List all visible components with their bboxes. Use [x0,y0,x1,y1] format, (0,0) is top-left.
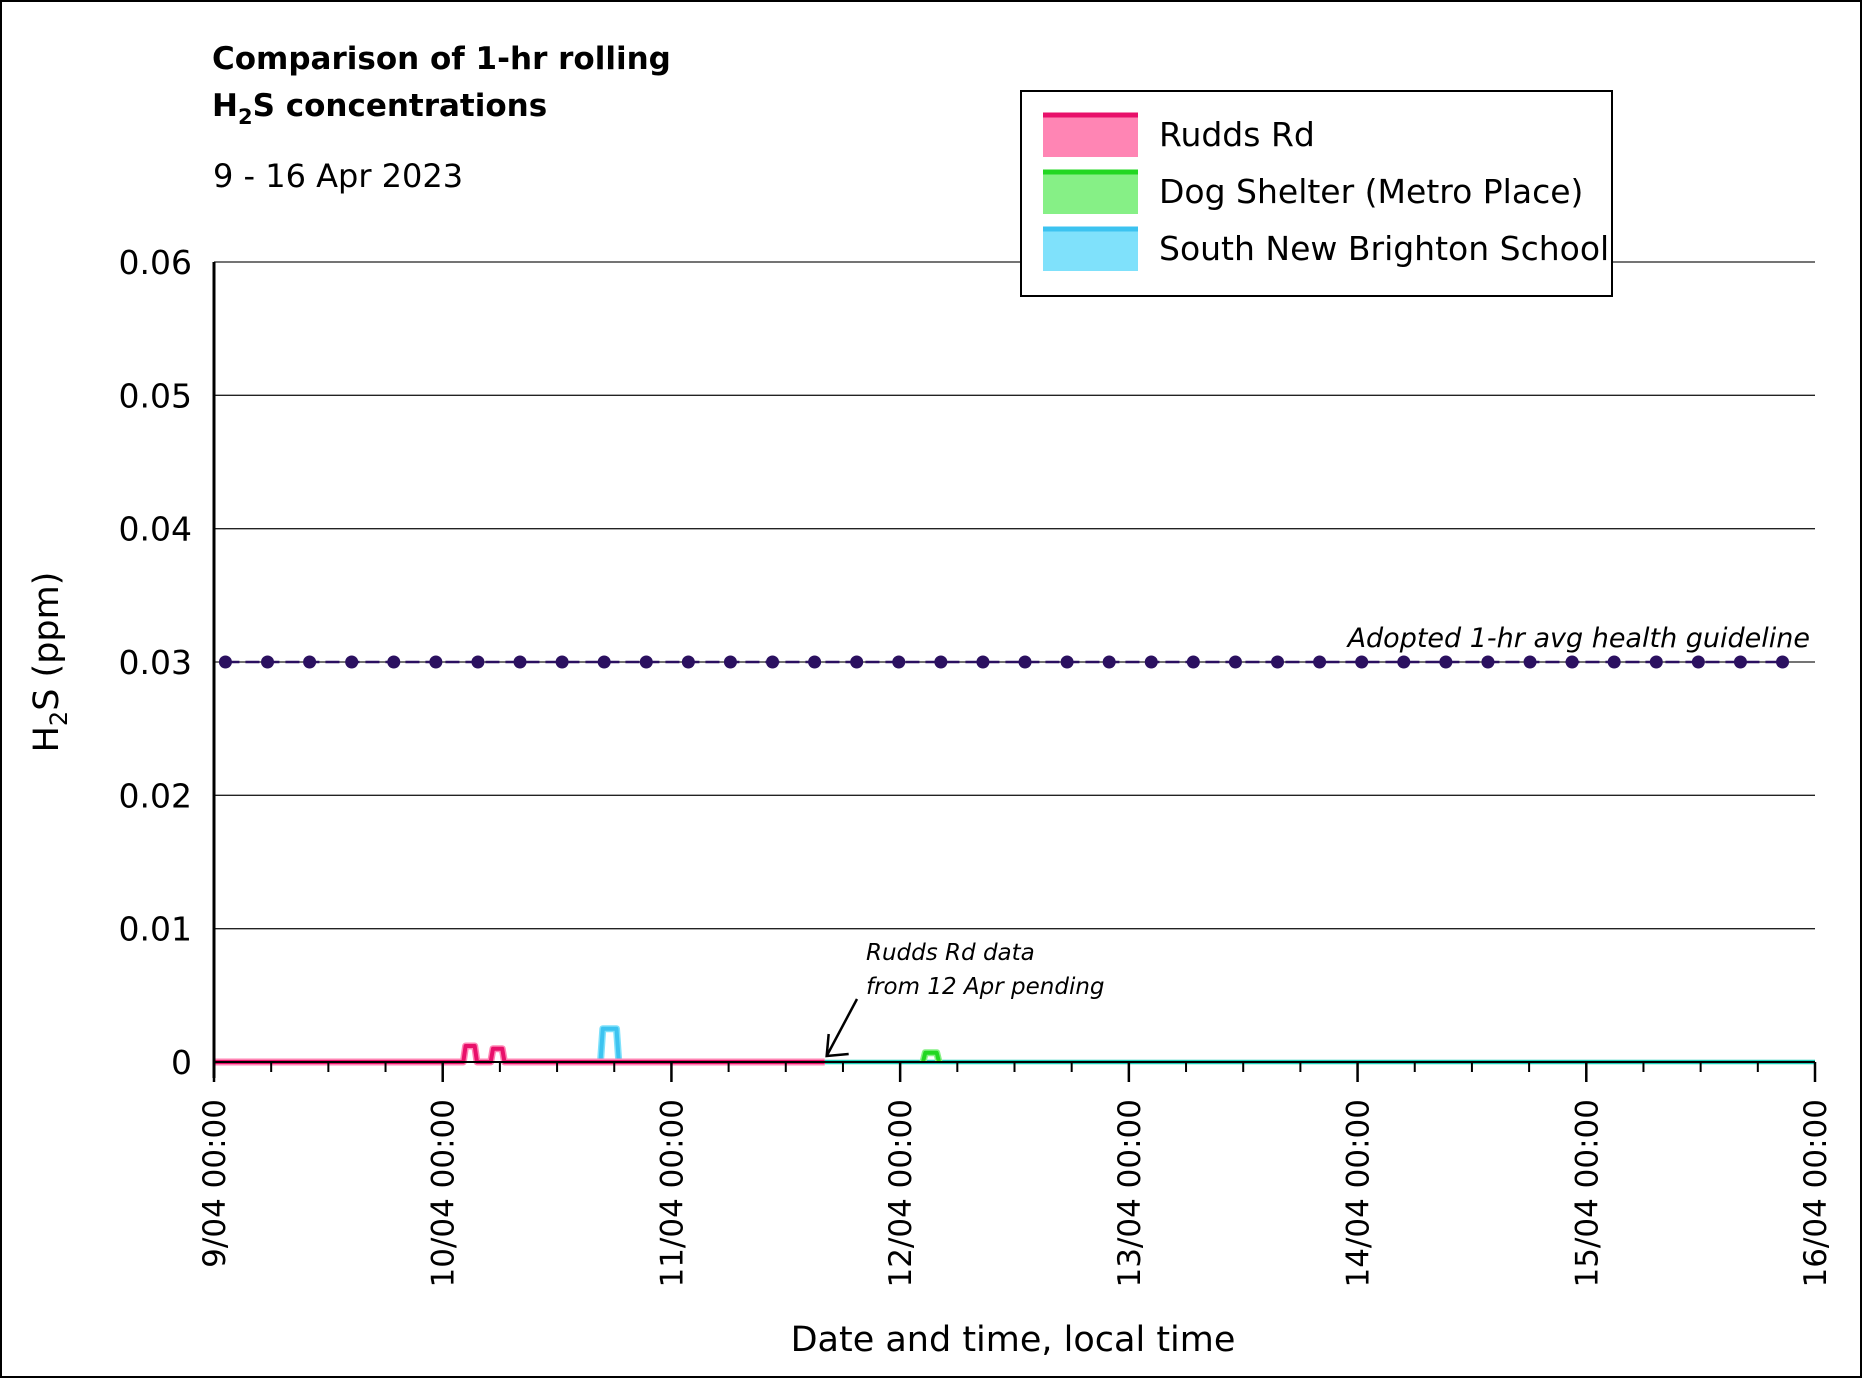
guideline-marker-11 [681,655,695,669]
guideline-marker-1 [261,655,275,669]
guideline-marker-17 [934,655,948,669]
guideline-marker-28 [1397,655,1411,669]
chart-title-sub: 2 [238,105,253,129]
y-tick-label-3: 0.03 [119,643,192,682]
annotation-arrow-head [825,1033,849,1058]
legend: Rudds Rd Dog Shelter (Metro Place) South N… [1020,90,1613,297]
guideline-marker-13 [766,655,780,669]
guideline-marker-29 [1439,655,1453,669]
y-axis-label-h: H [27,726,67,752]
legend-swatch-1 [1043,170,1138,214]
guideline-marker-2 [303,655,317,669]
guideline-marker-35 [1691,655,1705,669]
guideline-marker-20 [1060,655,1074,669]
y-tick-label-6: 0.06 [119,243,192,282]
y-axis-label-rest: S (ppm) [27,572,67,711]
guideline-marker-10 [639,655,653,669]
guideline-marker-18 [976,655,990,669]
legend-label-1: Dog Shelter (Metro Place) [1159,172,1583,211]
chart-title-rest: S concentrations [253,88,548,124]
guideline-marker-27 [1355,655,1369,669]
legend-swatch-0 [1043,113,1138,157]
guideline-marker-37 [1776,655,1790,669]
x-tick-label-4: 13/04 00:00 [1112,1099,1148,1288]
legend-label-0: Rudds Rd [1159,115,1315,154]
y-tick-labels: 0 0.01 0.02 0.03 0.04 0.05 0.06 [119,243,192,1082]
guideline-marker-34 [1649,655,1663,669]
guideline-marker-19 [1018,655,1032,669]
guideline-marker-3 [345,655,359,669]
guideline-marker-0 [218,655,232,669]
y-axis-label-sub: 2 [45,711,73,726]
chart-title-h: H [212,88,238,124]
guideline-marker-24 [1228,655,1242,669]
x-axis-label: Date and time, local time [791,1320,1236,1360]
guideline [218,655,1790,669]
guideline-marker-14 [808,655,822,669]
axes [212,262,1817,1082]
chart-title-line1: Comparison of 1-hr rolling [212,41,671,77]
guideline-marker-31 [1523,655,1537,669]
guideline-marker-8 [555,655,569,669]
legend-swatch-2 [1043,227,1138,271]
annotation-line2: from 12 Apr pending [866,974,1105,1000]
x-tick-label-1: 10/04 00:00 [426,1099,462,1288]
y-tick-label-2: 0.02 [119,776,192,815]
y-tick-label-1: 0.01 [119,910,192,949]
x-tick-label-0: 9/04 00:00 [197,1099,233,1268]
series-2-line [598,1026,621,1063]
guideline-label: Adopted 1-hr avg health guideline [1346,623,1810,654]
guideline-marker-9 [597,655,611,669]
chart-title-line2: H2S concentrations [212,88,547,129]
guideline-marker-15 [850,655,864,669]
guideline-marker-21 [1102,655,1116,669]
guideline-marker-12 [723,655,737,669]
annotation-arrow-shaft [825,998,859,1057]
x-tick-label-6: 15/04 00:00 [1569,1099,1605,1288]
y-axis-label: H2S (ppm) [27,572,73,753]
guideline-marker-30 [1481,655,1495,669]
series-1-line [921,1050,941,1063]
guideline-marker-25 [1271,655,1285,669]
guideline-marker-7 [513,655,527,669]
legend-items: Rudds Rd Dog Shelter (Metro Place) South N… [1043,112,1609,271]
x-tick-label-2: 11/04 00:00 [654,1099,690,1288]
x-tick-label-5: 14/04 00:00 [1341,1099,1377,1288]
guideline-marker-23 [1186,655,1200,669]
guideline-marker-5 [429,655,443,669]
guideline-marker-33 [1607,655,1621,669]
annotation-arrow [825,998,859,1058]
guideline-marker-36 [1733,655,1747,669]
x-tick-labels: 9/04 00:00 10/04 00:00 11/04 00:00 12/04 00… [197,1099,1834,1288]
guideline-marker-6 [471,655,485,669]
legend-label-2: South New Brighton School [1159,229,1609,268]
annotation-line1: Rudds Rd data [866,940,1035,966]
guideline-marker-4 [387,655,401,669]
x-tick-label-7: 16/04 00:00 [1798,1099,1834,1288]
guideline-marker-22 [1144,655,1158,669]
x-tick-label-3: 12/04 00:00 [883,1099,919,1288]
y-tick-label-0: 0 [171,1043,192,1082]
chart-subtitle: 9 - 16 Apr 2023 [213,157,463,195]
guideline-marker-26 [1313,655,1327,669]
y-tick-label-5: 0.05 [119,376,192,415]
guideline-marker-16 [892,655,906,669]
guideline-marker-32 [1565,655,1579,669]
y-tick-label-4: 0.04 [119,510,192,549]
